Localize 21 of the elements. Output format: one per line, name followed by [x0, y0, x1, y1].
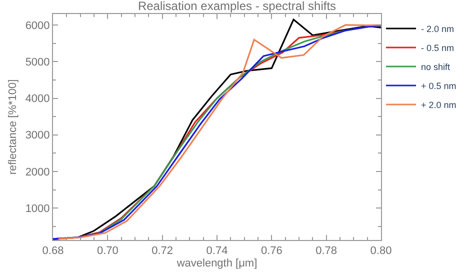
y-axis-title: reflectance [%*100] [6, 79, 19, 175]
legend-label: no shift [421, 62, 451, 72]
x-tick-label: 0.80 [370, 245, 392, 258]
legend-label: - 2.0 nm [421, 24, 454, 34]
y-tick-label: 5000 [25, 56, 50, 68]
y-tick-label: 3000 [25, 130, 50, 142]
x-tick-label: 0.68 [42, 245, 64, 258]
x-tick-label: 0.70 [96, 245, 118, 258]
legend-label: - 0.5 nm [421, 43, 454, 54]
x-axis-title: wavelength [μm] [176, 257, 258, 270]
y-tick-label: 6000 [25, 20, 50, 32]
y-tick-label: 1000 [25, 202, 50, 215]
y-tick-label: 4000 [25, 93, 50, 106]
legend-label: + 2.0 nm [421, 100, 456, 110]
chart-title: Realisation examples - spectral shifts [138, 0, 336, 13]
x-tick-label: 0.76 [260, 245, 282, 258]
x-tick-label: 0.74 [206, 245, 228, 258]
x-tick-label: 0.72 [152, 245, 174, 258]
y-tick-label: 2000 [25, 166, 50, 178]
x-tick-label: 0.78 [316, 245, 338, 258]
legend-label: + 0.5 nm [421, 81, 456, 92]
